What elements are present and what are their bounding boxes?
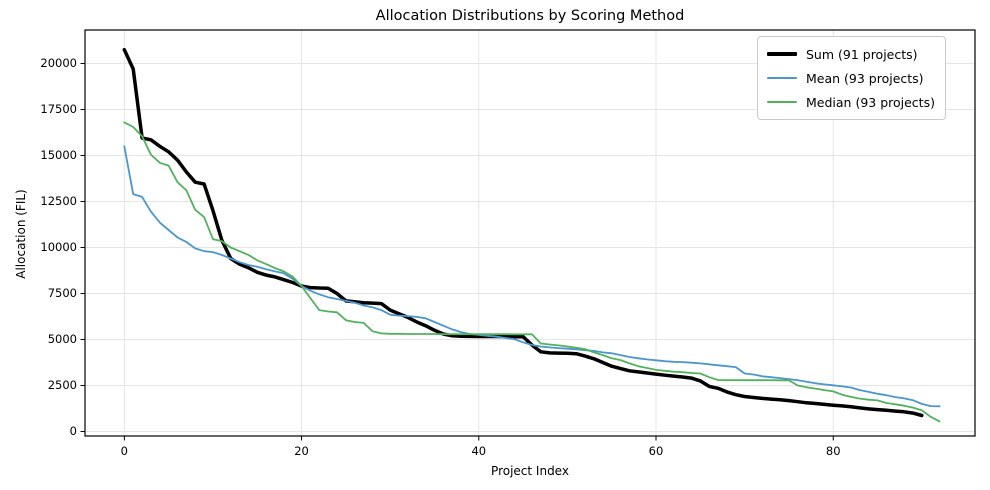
x-tick-label: 40: [471, 444, 487, 458]
x-tick-label: 80: [825, 444, 841, 458]
y-tick-label: 17500: [40, 101, 77, 116]
y-tick-label: 20000: [40, 55, 77, 70]
line-sum: [122, 47, 924, 418]
legend-line-swatch-sum: [767, 52, 797, 56]
legend-label-median: Median (93 projects): [806, 94, 935, 110]
x-tick-label: 60: [648, 444, 664, 458]
legend-row-mean: Mean (93 projects): [767, 66, 935, 90]
line-mean: [123, 145, 941, 408]
legend-row-sum: Sum (91 projects): [767, 42, 935, 66]
y-tick-label: 5000: [47, 331, 77, 346]
legend-line-swatch-median: [767, 101, 797, 103]
y-tick-label: 15000: [40, 147, 77, 162]
legend: Sum (91 projects) Mean (93 projects) Med…: [757, 36, 946, 120]
legend-row-median: Median (93 projects): [767, 90, 935, 114]
y-tick-label: 0: [69, 423, 77, 438]
x-axis-label: Project Index: [491, 464, 569, 478]
x-tick-label: 20: [294, 444, 309, 458]
y-tick-label: 2500: [47, 377, 77, 392]
line-median: [123, 121, 941, 423]
legend-label-mean: Mean (93 projects): [806, 70, 924, 86]
legend-label-sum: Sum (91 projects): [806, 46, 918, 62]
y-tick-label: 7500: [47, 285, 77, 300]
y-tick-label: 12500: [40, 193, 77, 208]
chart-title: Allocation Distributions by Scoring Meth…: [375, 8, 685, 24]
legend-line-swatch-mean: [767, 77, 797, 79]
axes-spines: [84, 29, 976, 437]
y-tick-label: 10000: [40, 239, 77, 254]
x-tick-label: 0: [120, 444, 128, 458]
